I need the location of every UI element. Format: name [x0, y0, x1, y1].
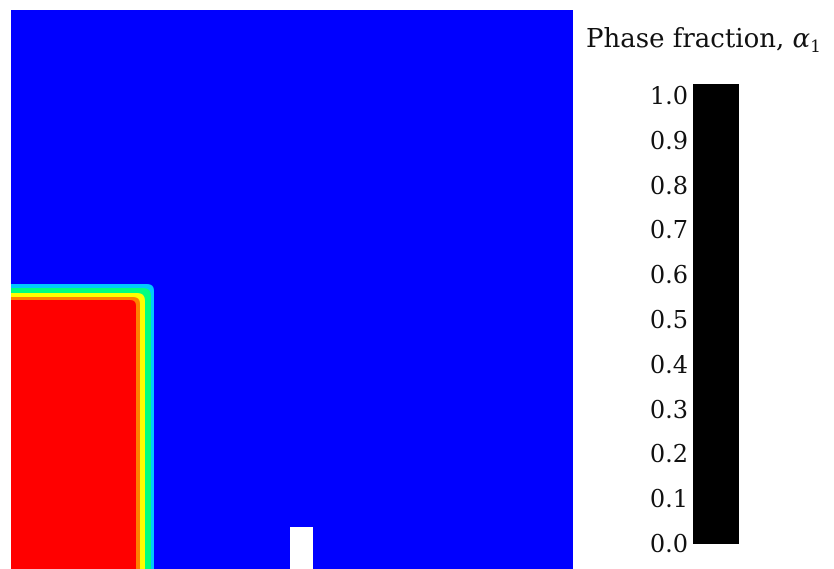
phase-one-region [11, 300, 136, 569]
obstacle-block [290, 527, 313, 569]
colorbar-tick-label: 0.7 [649, 216, 688, 244]
colorbar-title-symbol: α [792, 24, 811, 54]
colorbar-title-subscript: 1 [810, 37, 821, 57]
phase-fraction-field [11, 10, 573, 569]
colorbar-title: Phase fraction, α1 [586, 22, 821, 56]
colorbar-tick-label: 1.0 [649, 82, 688, 110]
fluid-column [11, 284, 154, 569]
colorbar-tick-label: 0.3 [649, 396, 688, 424]
colorbar-tick-label: 0.4 [649, 351, 688, 379]
colorbar-tick-label: 0.2 [649, 440, 688, 468]
colorbar-tick-label: 0.1 [649, 485, 688, 513]
colorbar-title-text: Phase fraction, [586, 24, 793, 54]
colorbar-tick-label: 0.8 [649, 172, 688, 200]
colorbar-tick-label: 0.5 [649, 306, 688, 334]
colorbar-tick-label: 0.0 [649, 530, 688, 558]
colorbar-tick-label: 0.9 [649, 127, 688, 155]
colorbar-tick-label: 0.6 [649, 261, 688, 289]
colorbar-bar [693, 84, 739, 544]
